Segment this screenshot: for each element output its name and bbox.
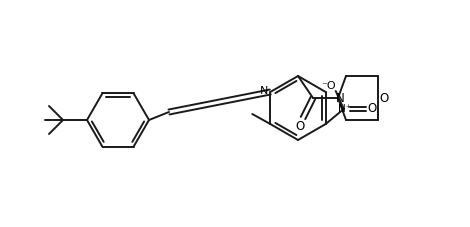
Text: ⁻O: ⁻O	[321, 81, 336, 91]
Text: O: O	[295, 119, 305, 133]
Text: N⁺: N⁺	[338, 104, 352, 114]
Text: N: N	[336, 92, 345, 106]
Text: O: O	[379, 91, 389, 104]
Text: N: N	[260, 86, 268, 96]
Text: O: O	[367, 103, 376, 116]
